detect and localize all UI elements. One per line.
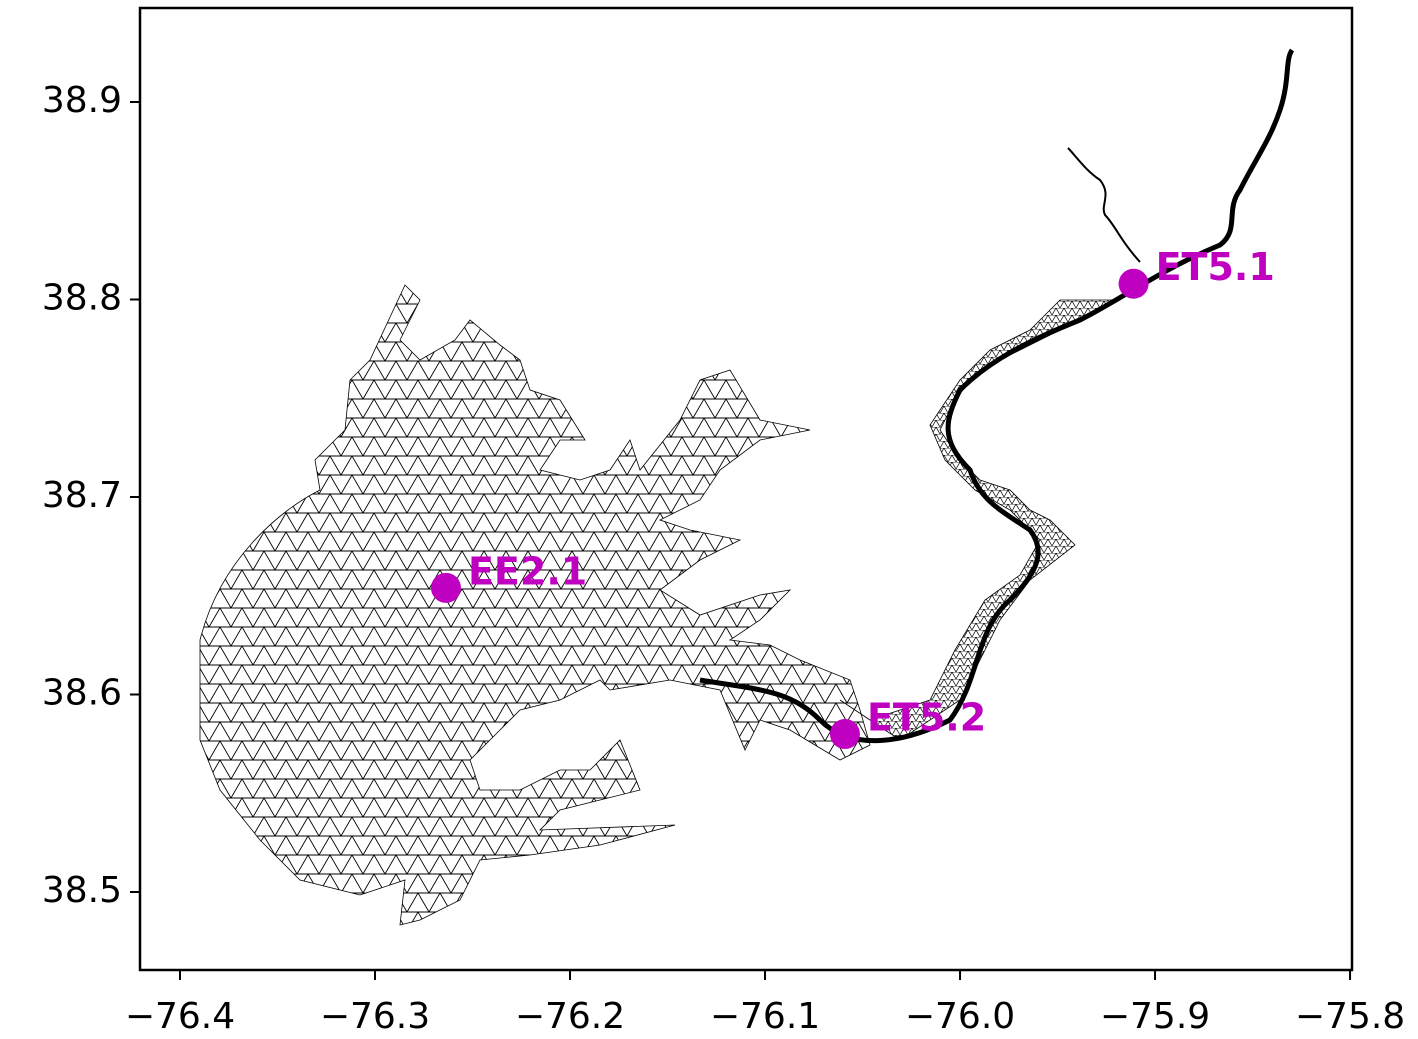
station-point — [430, 572, 461, 603]
x-tick-label: −75.8 — [1295, 996, 1405, 1037]
station-label: EE2.1 — [468, 549, 587, 593]
y-tick-label: 38.7 — [42, 475, 122, 516]
river-channel — [699, 48, 1295, 744]
station-label: ET5.1 — [1156, 245, 1275, 289]
river-mesh — [839, 299, 1121, 741]
station-point — [829, 718, 860, 749]
x-tick-label: −75.9 — [1100, 996, 1210, 1037]
x-tick-label: −76.4 — [125, 996, 235, 1037]
y-tick-label: 38.6 — [42, 672, 122, 713]
river-branch — [1067, 147, 1141, 263]
x-tick-label: −76.2 — [515, 996, 625, 1037]
y-tick-label: 38.9 — [42, 80, 122, 121]
x-tick-label: −76.0 — [905, 996, 1015, 1037]
y-tick-label: 38.5 — [42, 870, 122, 911]
bay-mesh — [199, 284, 871, 926]
x-tick-label: −76.3 — [320, 996, 430, 1037]
station-point — [1118, 268, 1149, 299]
x-tick-label: −76.1 — [710, 996, 820, 1037]
mesh — [199, 48, 1295, 926]
y-tick-label: 38.8 — [42, 278, 122, 319]
plot-frame — [138, 6, 1354, 972]
station-label: ET5.2 — [867, 695, 986, 739]
